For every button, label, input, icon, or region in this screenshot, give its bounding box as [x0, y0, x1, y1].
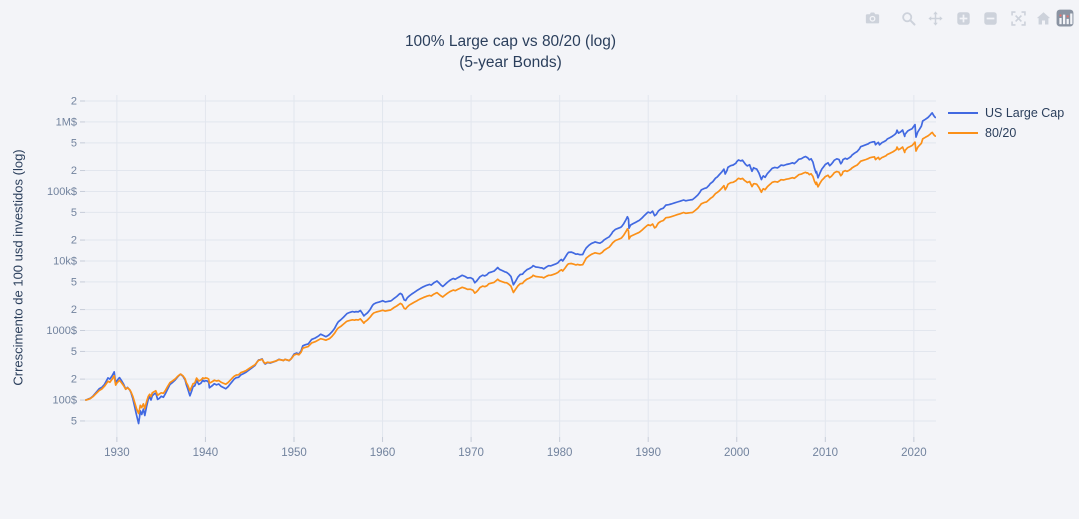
legend-item-us-large-cap[interactable]: US Large Cap: [948, 103, 1064, 123]
y-tick-label: 5: [71, 207, 77, 219]
y-tick-label: 5: [71, 276, 77, 288]
y-tick-label: 2: [71, 374, 77, 386]
legend-label: US Large Cap: [985, 106, 1065, 120]
legend-line-swatch-blue: [948, 112, 978, 114]
y-tick-label: 2: [71, 165, 77, 177]
x-tick-label: 1970: [458, 447, 484, 459]
y-tick-label: 1M$: [56, 116, 77, 128]
y-axis-title: Crrescimento de 100 usd investidos (log): [10, 149, 26, 386]
x-tick-label: 1930: [104, 447, 130, 459]
x-tick-label: 1940: [193, 447, 219, 459]
legend-item-80-20[interactable]: 80/20: [948, 123, 1064, 143]
y-tick-label: 5: [71, 137, 77, 149]
x-tick-label: 1990: [635, 447, 661, 459]
pan-icon[interactable]: [923, 4, 947, 28]
y-tick-label: 100k$: [47, 186, 77, 198]
series-line-us-large-cap[interactable]: [85, 112, 936, 425]
chart-title-line1: 100% Large cap vs 80/20 (log): [404, 33, 617, 50]
series-line-80-20[interactable]: [85, 131, 936, 415]
chart-title: 100% Large cap vs 80/20 (log) (5-year Bo…: [0, 31, 1021, 73]
home-icon[interactable]: [1031, 4, 1055, 28]
y-tick-label: 2: [71, 96, 77, 108]
y-tick-label: 5: [71, 415, 77, 427]
legend-line-swatch-orange: [948, 132, 978, 134]
y-tick-label: 10k$: [53, 255, 77, 267]
zoom-icon[interactable]: [896, 4, 920, 28]
legend: US Large Cap 80/20: [948, 103, 1064, 143]
chart-title-line2: (5-year Bonds): [459, 54, 562, 71]
y-tick-label: 1000$: [46, 325, 77, 337]
y-tick-label: 5: [71, 346, 77, 358]
x-tick-label: 2010: [813, 447, 839, 459]
y-tick-label: 2: [71, 304, 77, 316]
x-tick-label: 1960: [370, 447, 396, 459]
zoom-in-icon[interactable]: [951, 4, 975, 28]
y-tick-label: 2: [71, 235, 77, 247]
zoom-out-icon[interactable]: [978, 4, 1002, 28]
legend-label: 80/20: [985, 126, 1017, 140]
autoscale-icon[interactable]: [1006, 4, 1030, 28]
x-tick-label: 1980: [547, 447, 573, 459]
x-tick-label: 2020: [901, 447, 927, 459]
camera-icon[interactable]: [860, 4, 884, 28]
y-tick-label: 100$: [53, 395, 77, 407]
x-tick-label: 2000: [724, 447, 750, 459]
plotly-logo-icon[interactable]: [1053, 4, 1077, 28]
x-tick-label: 1950: [281, 447, 307, 459]
